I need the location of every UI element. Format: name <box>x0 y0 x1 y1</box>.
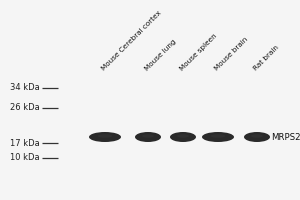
Text: 26 kDa: 26 kDa <box>10 104 40 112</box>
Text: Mouse Cerebral cortex: Mouse Cerebral cortex <box>101 10 163 72</box>
Text: Mouse brain: Mouse brain <box>214 36 249 72</box>
Ellipse shape <box>142 134 154 138</box>
Text: Mouse spleen: Mouse spleen <box>179 33 218 72</box>
Text: 34 kDa: 34 kDa <box>10 84 40 92</box>
Text: 10 kDa: 10 kDa <box>11 154 40 162</box>
Ellipse shape <box>244 132 270 142</box>
Ellipse shape <box>202 132 234 142</box>
Ellipse shape <box>98 134 112 138</box>
Ellipse shape <box>170 132 196 142</box>
Text: MRPS25: MRPS25 <box>271 132 300 142</box>
Ellipse shape <box>177 134 189 138</box>
Ellipse shape <box>89 132 121 142</box>
Ellipse shape <box>251 134 263 138</box>
Ellipse shape <box>211 134 225 138</box>
Ellipse shape <box>135 132 161 142</box>
Text: Rat brain: Rat brain <box>253 45 280 72</box>
Text: 17 kDa: 17 kDa <box>10 138 40 148</box>
Text: Mouse lung: Mouse lung <box>144 38 177 72</box>
